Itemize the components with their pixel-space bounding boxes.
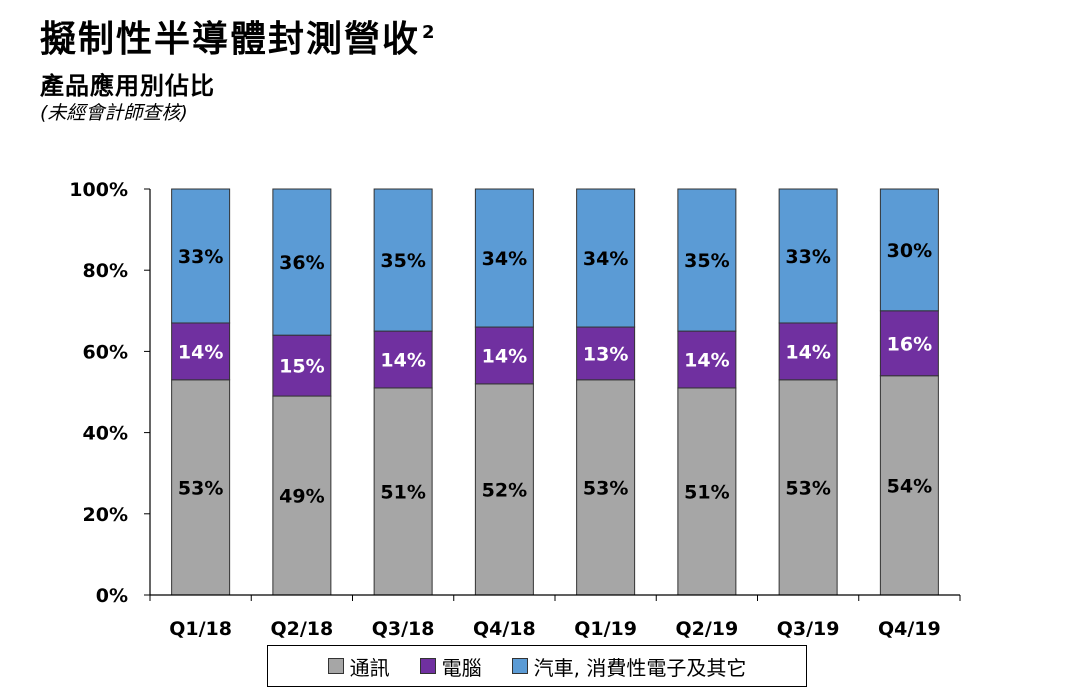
bar-segment bbox=[474, 383, 534, 596]
data-label: 49% bbox=[279, 486, 324, 508]
data-label: 16% bbox=[887, 333, 932, 355]
y-tick-label: 40% bbox=[83, 423, 128, 445]
legend-swatch bbox=[327, 658, 344, 674]
bar-segment bbox=[373, 188, 433, 332]
y-tick-label: 20% bbox=[83, 504, 128, 526]
x-tick-label: Q2/18 bbox=[270, 618, 333, 640]
bar-segment bbox=[272, 188, 332, 336]
stacked-bar-chart: 0% 20% 40% 60% 80% 100% 53% 14% 33% Q1/18 49% 15% 36… bbox=[69, 179, 961, 640]
data-label: 53% bbox=[178, 477, 223, 499]
bar-segment bbox=[879, 375, 939, 596]
data-label: 14% bbox=[684, 350, 729, 372]
x-tick-label: Q3/18 bbox=[372, 618, 435, 640]
data-label: 53% bbox=[785, 477, 830, 499]
x-tick-label: Q1/19 bbox=[574, 618, 637, 640]
data-label: 54% bbox=[887, 475, 932, 497]
data-label: 51% bbox=[380, 481, 425, 503]
bar-segment bbox=[778, 322, 838, 381]
x-tick-label: Q4/18 bbox=[473, 618, 536, 640]
bar-segment bbox=[272, 334, 332, 397]
chart-legend: 通訊 電腦 汽車, 消費性電子及其它 bbox=[267, 645, 807, 687]
data-label: 14% bbox=[380, 350, 425, 372]
legend-item: 汽車, 消費性電子及其它 bbox=[511, 652, 747, 681]
title-text: 擬制性半導體封測營收 bbox=[40, 19, 421, 60]
y-tick-label: 0% bbox=[96, 585, 128, 607]
bar-segment bbox=[576, 188, 636, 328]
y-tick-label: 60% bbox=[83, 341, 128, 363]
data-label: 34% bbox=[482, 248, 527, 270]
data-label: 51% bbox=[684, 481, 729, 503]
legend-label: 電腦 bbox=[441, 655, 482, 680]
x-tick-label: Q3/19 bbox=[777, 618, 840, 640]
legend-label: 通訊 bbox=[349, 655, 390, 680]
data-label: 35% bbox=[380, 250, 425, 272]
y-tick-label: 80% bbox=[83, 260, 128, 282]
data-label: 33% bbox=[178, 246, 223, 268]
y-tick-label: 100% bbox=[69, 179, 128, 201]
legend-item: 通訊 bbox=[327, 652, 390, 681]
data-label: 30% bbox=[887, 240, 932, 262]
data-label: 52% bbox=[482, 479, 527, 501]
bar-segment bbox=[879, 310, 939, 377]
title-superscript: 2 bbox=[422, 22, 437, 43]
data-label: 33% bbox=[785, 246, 830, 268]
bar-segment bbox=[373, 330, 433, 389]
bar-segment bbox=[171, 322, 231, 381]
page-title: 擬制性半導體封測營收 2 bbox=[40, 10, 437, 62]
data-label: 34% bbox=[583, 248, 628, 270]
legend-label: 汽車, 消費性電子及其它 bbox=[533, 655, 747, 680]
x-tick-label: Q2/19 bbox=[675, 618, 738, 640]
legend-item: 電腦 bbox=[419, 652, 482, 681]
bar-segment bbox=[576, 379, 636, 596]
bar-segment bbox=[677, 387, 737, 596]
bar-segment bbox=[373, 387, 433, 596]
data-label: 53% bbox=[583, 477, 628, 499]
bar-segment bbox=[576, 326, 636, 381]
data-label: 36% bbox=[279, 252, 324, 274]
x-tick-label: Q4/19 bbox=[878, 618, 941, 640]
bar-segment bbox=[474, 188, 534, 328]
data-label: 15% bbox=[279, 356, 324, 378]
data-label: 14% bbox=[178, 341, 223, 363]
data-label: 14% bbox=[482, 345, 527, 367]
bar-segment bbox=[171, 379, 231, 596]
x-tick-label: Q1/18 bbox=[169, 618, 232, 640]
data-label: 14% bbox=[785, 341, 830, 363]
bar-segment bbox=[171, 188, 231, 324]
data-label: 13% bbox=[583, 343, 628, 365]
legend-swatch bbox=[511, 658, 528, 674]
bar-segment bbox=[474, 326, 534, 385]
bar-segment bbox=[677, 188, 737, 332]
bar-segment bbox=[778, 188, 838, 324]
audit-note: (未經會計師查核) bbox=[40, 102, 188, 124]
legend-swatch bbox=[419, 658, 436, 674]
bar-segment bbox=[879, 188, 939, 312]
page-subtitle: 產品應用別佔比 bbox=[40, 72, 215, 100]
data-label: 35% bbox=[684, 250, 729, 272]
